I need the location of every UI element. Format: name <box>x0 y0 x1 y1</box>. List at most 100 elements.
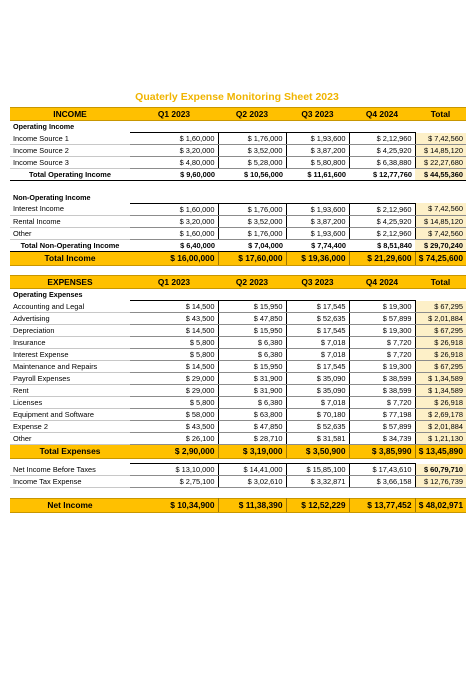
cell-q4: $ 19,300 <box>349 324 416 337</box>
cell-q2: $ 5,28,000 <box>218 156 287 169</box>
income-header-row: INCOME Q1 2023 Q2 2023 Q3 2023 Q4 2024 T… <box>10 107 466 121</box>
cell-q2: $ 10,56,000 <box>218 168 286 181</box>
table-row: Interest Income $ 1,60,000 $ 1,76,000 $ … <box>10 202 466 216</box>
cell-q2: $ 11,38,390 <box>218 498 287 513</box>
cell-q3: $ 17,545 <box>286 300 350 313</box>
total-income-row: Total Income $ 16,00,000 $ 17,60,000 $ 1… <box>10 250 466 266</box>
cell-q2: $ 3,19,000 <box>218 444 287 459</box>
row-label: Rental Income <box>10 215 130 228</box>
column-header-q4: Q4 2024 <box>349 107 415 121</box>
expenses-table: EXPENSES Q1 2023 Q2 2023 Q3 2023 Q4 2024… <box>10 275 466 459</box>
table-row: Income Source 2 $ 3,20,000 $ 3,52,000 $ … <box>10 144 466 157</box>
cell-total: $ 67,295 <box>415 360 466 373</box>
cell-q1: $ 9,60,000 <box>130 168 218 181</box>
cell-total: $ 2,01,884 <box>415 312 466 325</box>
row-label: Equipment and Software <box>10 408 130 421</box>
table-row: Licenses $ 5,800 $ 6,380 $ 7,018 $ 7,720 $ 26… <box>10 396 466 409</box>
cell-q3: $ 5,80,800 <box>286 156 350 169</box>
cell-q3: $ 11,61,600 <box>286 168 349 181</box>
cell-q4: $ 2,12,960 <box>349 202 416 216</box>
cell-q3: $ 1,93,600 <box>286 227 350 240</box>
cell-q3: $ 3,32,871 <box>286 475 350 488</box>
cell-q3: $ 7,018 <box>286 336 350 349</box>
cell-q1: $ 5,800 <box>130 336 219 349</box>
cell-total: $ 1,21,130 <box>415 432 466 445</box>
row-label: Income Source 3 <box>10 156 130 169</box>
row-label: Total Expenses <box>10 444 130 459</box>
column-header-total: Total <box>415 107 466 121</box>
cell-total: $ 26,918 <box>415 396 466 409</box>
cell-q3: $ 31,581 <box>286 432 350 445</box>
cell-q3: $ 52,635 <box>286 312 350 325</box>
row-label: Net Income Before Taxes <box>10 463 130 476</box>
spacer <box>10 488 466 499</box>
cell-q3: $ 19,36,000 <box>286 250 350 266</box>
cell-total: $ 67,295 <box>415 300 466 313</box>
cell-q4: $ 57,899 <box>349 312 416 325</box>
cell-q1: $ 14,500 <box>130 300 219 313</box>
table-row: Other $ 1,60,000 $ 1,76,000 $ 1,93,600 $… <box>10 227 466 240</box>
row-label: Licenses <box>10 396 130 409</box>
cell-q2: $ 6,380 <box>218 348 287 361</box>
cell-q4: $ 13,77,452 <box>349 498 416 513</box>
cell-total: $ 60,79,710 <box>415 463 466 476</box>
cell-q1: $ 2,75,100 <box>130 475 219 488</box>
cell-total: $ 26,918 <box>415 336 466 349</box>
cell-q1: $ 14,500 <box>130 324 219 337</box>
cell-q2: $ 47,850 <box>218 420 287 433</box>
cell-q4: $ 12,77,760 <box>349 168 415 181</box>
column-header-q3: Q3 2023 <box>286 107 349 121</box>
cell-total: $ 29,70,240 <box>415 239 466 252</box>
column-header-total: Total <box>415 275 466 289</box>
row-label: Income Tax Expense <box>10 475 130 488</box>
column-header-q1: Q1 2023 <box>130 275 218 289</box>
cell-q3: $ 52,635 <box>286 420 350 433</box>
cell-q4: $ 17,43,610 <box>349 463 416 476</box>
table-row: Advertising $ 43,500 $ 47,850 $ 52,635 $ 57,… <box>10 312 466 325</box>
cell-q1: $ 13,10,000 <box>130 463 219 476</box>
table-row: Equipment and Software $ 58,000 $ 63,800 $ … <box>10 408 466 421</box>
row-label: Rent <box>10 384 130 397</box>
column-header-q3: Q3 2023 <box>286 275 349 289</box>
cell-q1: $ 3,20,000 <box>130 144 219 157</box>
table-row: Maintenance and Repairs $ 14,500 $ 15,950 $… <box>10 360 466 373</box>
cell-q2: $ 1,76,000 <box>218 202 287 216</box>
cell-q1: $ 3,20,000 <box>130 215 219 228</box>
cell-total: $ 14,85,120 <box>415 215 466 228</box>
cell-q1: $ 29,000 <box>130 372 219 385</box>
cell-q2: $ 17,60,000 <box>218 250 287 266</box>
cell-q3: $ 15,85,100 <box>286 463 350 476</box>
cell-q1: $ 1,60,000 <box>130 202 219 216</box>
income-header-label: INCOME <box>10 107 130 121</box>
column-header-q2: Q2 2023 <box>218 275 286 289</box>
cell-q4: $ 57,899 <box>349 420 416 433</box>
subtotal-row: Total Non-Operating Income $ 6,40,000 $ … <box>10 239 466 252</box>
row-label: Other <box>10 227 130 240</box>
income-table: INCOME Q1 2023 Q2 2023 Q3 2023 Q4 2024 T… <box>10 107 466 266</box>
cell-total: $ 7,42,560 <box>415 132 466 145</box>
cell-total: $ 1,34,589 <box>415 384 466 397</box>
cell-q4: $ 38,599 <box>349 384 416 397</box>
row-label: Income Source 1 <box>10 132 130 145</box>
spacer <box>10 181 466 192</box>
cell-total: $ 13,45,890 <box>415 444 466 459</box>
row-label: Total Income <box>10 250 130 266</box>
row-label: Income Source 2 <box>10 144 130 157</box>
row-label: Total Operating Income <box>10 168 130 181</box>
column-header-q2: Q2 2023 <box>218 107 286 121</box>
column-header-q4: Q4 2024 <box>349 275 415 289</box>
table-row: Net Income Before Taxes $ 13,10,000 $ 14… <box>10 463 466 476</box>
cell-total: $ 7,42,560 <box>415 227 466 240</box>
net-income-table: Net Income Before Taxes $ 13,10,000 $ 14… <box>10 463 466 513</box>
cell-q1: $ 16,00,000 <box>130 250 219 266</box>
cell-q1: $ 1,60,000 <box>130 227 219 240</box>
table-row: Interest Expense $ 5,800 $ 6,380 $ 7,018 $ 7… <box>10 348 466 361</box>
cell-q4: $ 19,300 <box>349 360 416 373</box>
cell-q1: $ 10,34,900 <box>130 498 219 513</box>
net-income-row: Net Income $ 10,34,900 $ 11,38,390 $ 12,… <box>10 498 466 513</box>
cell-q1: $ 6,40,000 <box>130 239 218 252</box>
cell-q4: $ 77,198 <box>349 408 416 421</box>
cell-q4: $ 4,25,920 <box>349 144 416 157</box>
cell-q1: $ 2,90,000 <box>130 444 219 459</box>
row-label: Expense 2 <box>10 420 130 433</box>
